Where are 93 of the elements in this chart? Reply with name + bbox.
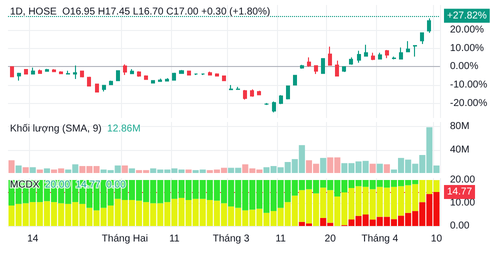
candlestick [17,72,21,82]
candlestick [24,68,28,75]
bar [44,168,50,173]
x-tick-label: 11 [275,234,286,244]
bar [122,165,128,173]
candlestick [406,40,410,53]
candlestick [229,84,233,90]
candlestick [10,66,14,78]
candlestick [109,80,113,86]
x-tick-label: Tháng 3 [212,234,250,244]
x-tick-label: 20 [324,234,336,244]
ref-line-label: 14.77 [447,186,472,198]
bar [186,170,192,173]
y-tick-label: 10.00% [450,42,484,54]
candlestick [420,32,424,45]
candlestick [187,70,191,76]
x-tick-label: 10 [430,234,442,244]
annotation: 12.86M [107,124,141,134]
chart-title: 1D, HOSE O16.95 H17.45 L16.70 C17.00 +0.30 (+1.80%) [10,6,270,18]
candlestick [137,70,141,78]
y-tick-label: 0.00 [450,220,470,232]
candlestick [179,70,184,74]
candlestick [314,65,318,75]
candlestick [123,64,127,76]
x-tick-label: Tháng Hai [102,234,148,244]
y-tick-label: -20.00% [450,98,488,109]
candlestick [144,74,148,80]
candlestick [52,68,56,73]
candlestick [116,70,120,82]
candlestick [236,86,240,90]
candlestick [272,101,276,113]
candlestick [66,70,70,75]
candlestick [371,52,375,61]
candlestick [31,67,35,75]
candlestick [342,66,346,73]
candlestick [385,50,389,59]
candlestick [208,71,212,76]
y-tick-label: 20.00% [450,24,484,36]
bar [22,167,29,173]
bar [376,164,383,173]
candlestick [321,58,325,74]
candlestick [335,60,339,77]
candlestick [80,70,84,78]
candlestick [257,90,261,96]
y-tick-label: 20.00 [450,174,476,186]
candlestick [59,70,63,75]
candlestick [222,76,226,82]
candlestick [328,46,332,66]
candlestick [307,56,311,68]
x-tick-label: 14 [27,234,39,244]
candlestick [87,76,91,86]
chart-title: Khối lượng (SMA, 9) [10,124,108,134]
candlestick [293,74,297,86]
ref-line-label: +27.82% [447,10,487,22]
y-tick-label: 40M [450,144,470,156]
candlestick [215,72,219,77]
candlestick [73,64,77,80]
candlestick [413,44,417,58]
candlestick [378,52,382,60]
candlestick [427,18,431,34]
y-tick-label: 0.00% [450,61,478,72]
candlestick [300,64,304,70]
candlestick [286,85,290,100]
candlestick [45,68,49,72]
bar [128,168,135,173]
candlestick [95,84,99,93]
candlestick [392,56,396,60]
bar [384,164,390,173]
candlestick [243,89,247,100]
candlestick [349,56,353,66]
candlestick [279,94,283,105]
candlestick [165,78,169,82]
candlestick [264,102,269,106]
candlestick [151,80,155,84]
candlestick [399,46,403,60]
candlestick [102,84,106,92]
candlestick [172,72,176,81]
candlestick [38,68,42,74]
bar [370,164,376,173]
bar [8,160,15,173]
x-tick-label: Tháng 4 [361,234,399,244]
y-tick-label: 80M [450,121,470,132]
x-tick-label: 11 [169,234,180,244]
y-tick-label: -10.00% [450,80,488,91]
candlestick [364,44,368,58]
candlestick [158,78,162,82]
bar [30,167,36,173]
candlestick [250,88,254,98]
bar [320,158,326,173]
candlestick [130,68,134,75]
bar [16,165,22,173]
candlestick [357,50,361,64]
bar [36,170,43,173]
